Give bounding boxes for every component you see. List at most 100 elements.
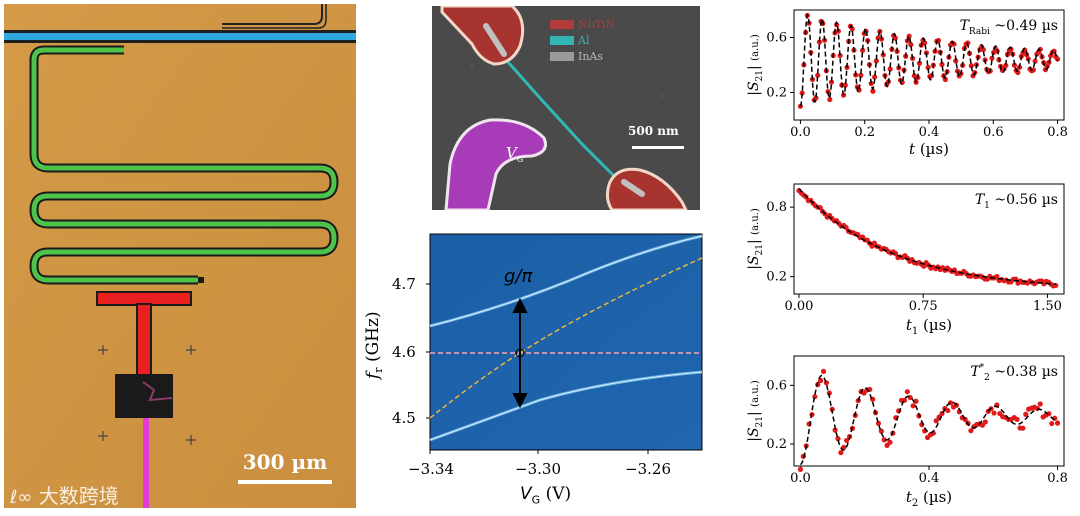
data-point (838, 450, 844, 456)
data-point (968, 63, 974, 69)
x-tick-label: 0.2 (854, 125, 875, 140)
feedline (4, 33, 356, 40)
legend-al: Al (578, 34, 590, 47)
t1-chart-svg: 0.00 0.75 1.50 0.8 0.2 T1 ~0.56 µs t1 (µs) |S21… (746, 183, 1065, 337)
data-point (892, 35, 898, 41)
data-point (948, 400, 954, 406)
xtick-neg3.34: −3.34 (408, 460, 454, 478)
data-point (925, 64, 931, 71)
data-point (1032, 58, 1038, 64)
scale-bar (238, 480, 332, 484)
t1-chart: 0.00 0.75 1.50 0.8 0.2 T1 ~0.56 µs t1 (µs) |S21… (730, 178, 1076, 338)
x-tick-label: 0.8 (1047, 471, 1068, 486)
data-point (837, 52, 843, 59)
data-point (1003, 62, 1009, 69)
data-point (892, 250, 899, 257)
data-point (994, 274, 1000, 280)
annotation: T*2 ~0.38 µs (970, 363, 1058, 383)
y-tick-label: 0.6 (766, 31, 787, 46)
t2-chart-svg: 0.0 0.4 0.8 0.6 0.2 T*2 ~0.38 µs t2 (µs) |S21| … (746, 355, 1068, 509)
y-axis-label: |S21| (a.u.) (746, 34, 765, 96)
data-point (870, 88, 876, 94)
data-point (991, 410, 997, 416)
legend-nbtin: NbTiN (578, 18, 616, 31)
data-point (921, 263, 927, 269)
alignment-marks (98, 345, 196, 445)
data-point (968, 428, 974, 434)
spectro-xlabel: VG (V) (520, 484, 572, 507)
data-point (872, 74, 878, 80)
xtick-neg3.26: −3.26 (625, 460, 671, 478)
x-tick-label: 0.8 (1047, 125, 1068, 140)
junction-pad (115, 374, 173, 418)
xtick-neg3.30: −3.30 (515, 460, 561, 478)
x-axis-label: t2 (µs) (906, 488, 952, 509)
data-point (799, 90, 805, 96)
data-point (1020, 425, 1026, 431)
data-point (827, 96, 833, 103)
data-point (875, 420, 882, 426)
x-tick-label: 0.4 (919, 125, 940, 140)
coupling-label: g/π (504, 266, 533, 287)
data-point (1023, 411, 1029, 417)
fit-line (800, 374, 1058, 466)
spectro-ylabel: fr (GHz) (362, 311, 386, 379)
ytick-4.5: 4.5 (392, 409, 416, 427)
y-tick-label: 0.2 (766, 86, 787, 101)
t2-chart: 0.0 0.4 0.8 0.6 0.2 T*2 ~0.38 µs t2 (µs) |S21| … (730, 350, 1076, 510)
data-point (835, 436, 841, 442)
data-point (908, 42, 914, 48)
data-point (913, 398, 919, 404)
x-tick-label: 0.00 (784, 299, 813, 314)
data-point (832, 427, 838, 433)
x-axis-label: t1 (µs) (906, 316, 952, 337)
x-tick-label: 0.0 (790, 471, 811, 486)
chip-micrograph: 300 µm ℓ∞ 大数跨境 (4, 4, 356, 508)
data-point (859, 47, 866, 53)
data-point (844, 437, 850, 444)
data-point (982, 419, 988, 425)
data-point (873, 58, 879, 64)
data-point (945, 407, 951, 414)
data-point (1011, 62, 1018, 68)
sem-graphic (432, 4, 700, 212)
plot-frame (793, 355, 1065, 467)
data-point (989, 55, 995, 61)
gate-line (143, 418, 149, 508)
y-tick-label: 0.8 (766, 200, 787, 215)
x-tick-label: 0.75 (909, 299, 938, 314)
annotation: T1 ~0.56 µs (975, 192, 1058, 211)
fit-line (799, 12, 1059, 107)
bare-qubit-line (429, 257, 703, 419)
data-point (887, 439, 893, 445)
x-axis-label: t (µs) (909, 140, 949, 158)
spectroscopy-plot: g/π 4.7 4.6 4.5 −3.34 −3.30 −3.26 VG (V)… (360, 228, 710, 512)
data-point (953, 58, 959, 64)
chip-scale-label: 300 µm (242, 450, 328, 474)
data-point (1030, 67, 1037, 73)
watermark-logo-icon: ℓ∞ (10, 487, 33, 508)
rabi-chart-svg: 0.0 0.2 0.4 0.6 0.8 0.6 0.2 TRabi ~0.49 µs t (µs… (746, 9, 1068, 158)
data-point (858, 72, 864, 78)
data-point (1054, 56, 1061, 62)
data-point (1054, 420, 1061, 426)
y-axis-label: |S21| (a.u.) (746, 208, 765, 270)
data-point (816, 39, 823, 45)
y-tick-label: 0.2 (766, 270, 787, 285)
y-axis-label: |S21| (a.u.) (746, 380, 765, 442)
legend-inas: InAs (578, 50, 604, 63)
data-point (965, 40, 971, 46)
gate-label: VG (506, 144, 524, 164)
data-point (841, 444, 847, 450)
x-tick-label: 0.6 (983, 125, 1004, 140)
coupling-arrow (512, 297, 528, 409)
data-point (818, 377, 824, 384)
data-point (843, 224, 849, 231)
data-point (1034, 405, 1040, 412)
nbtin-lead-bottom (605, 167, 689, 212)
fit-line (798, 188, 1056, 285)
sem-scale-label: 500 nm (628, 124, 679, 138)
data-point (916, 60, 923, 66)
data-point (887, 66, 893, 72)
ytick-4.7: 4.7 (392, 275, 416, 293)
